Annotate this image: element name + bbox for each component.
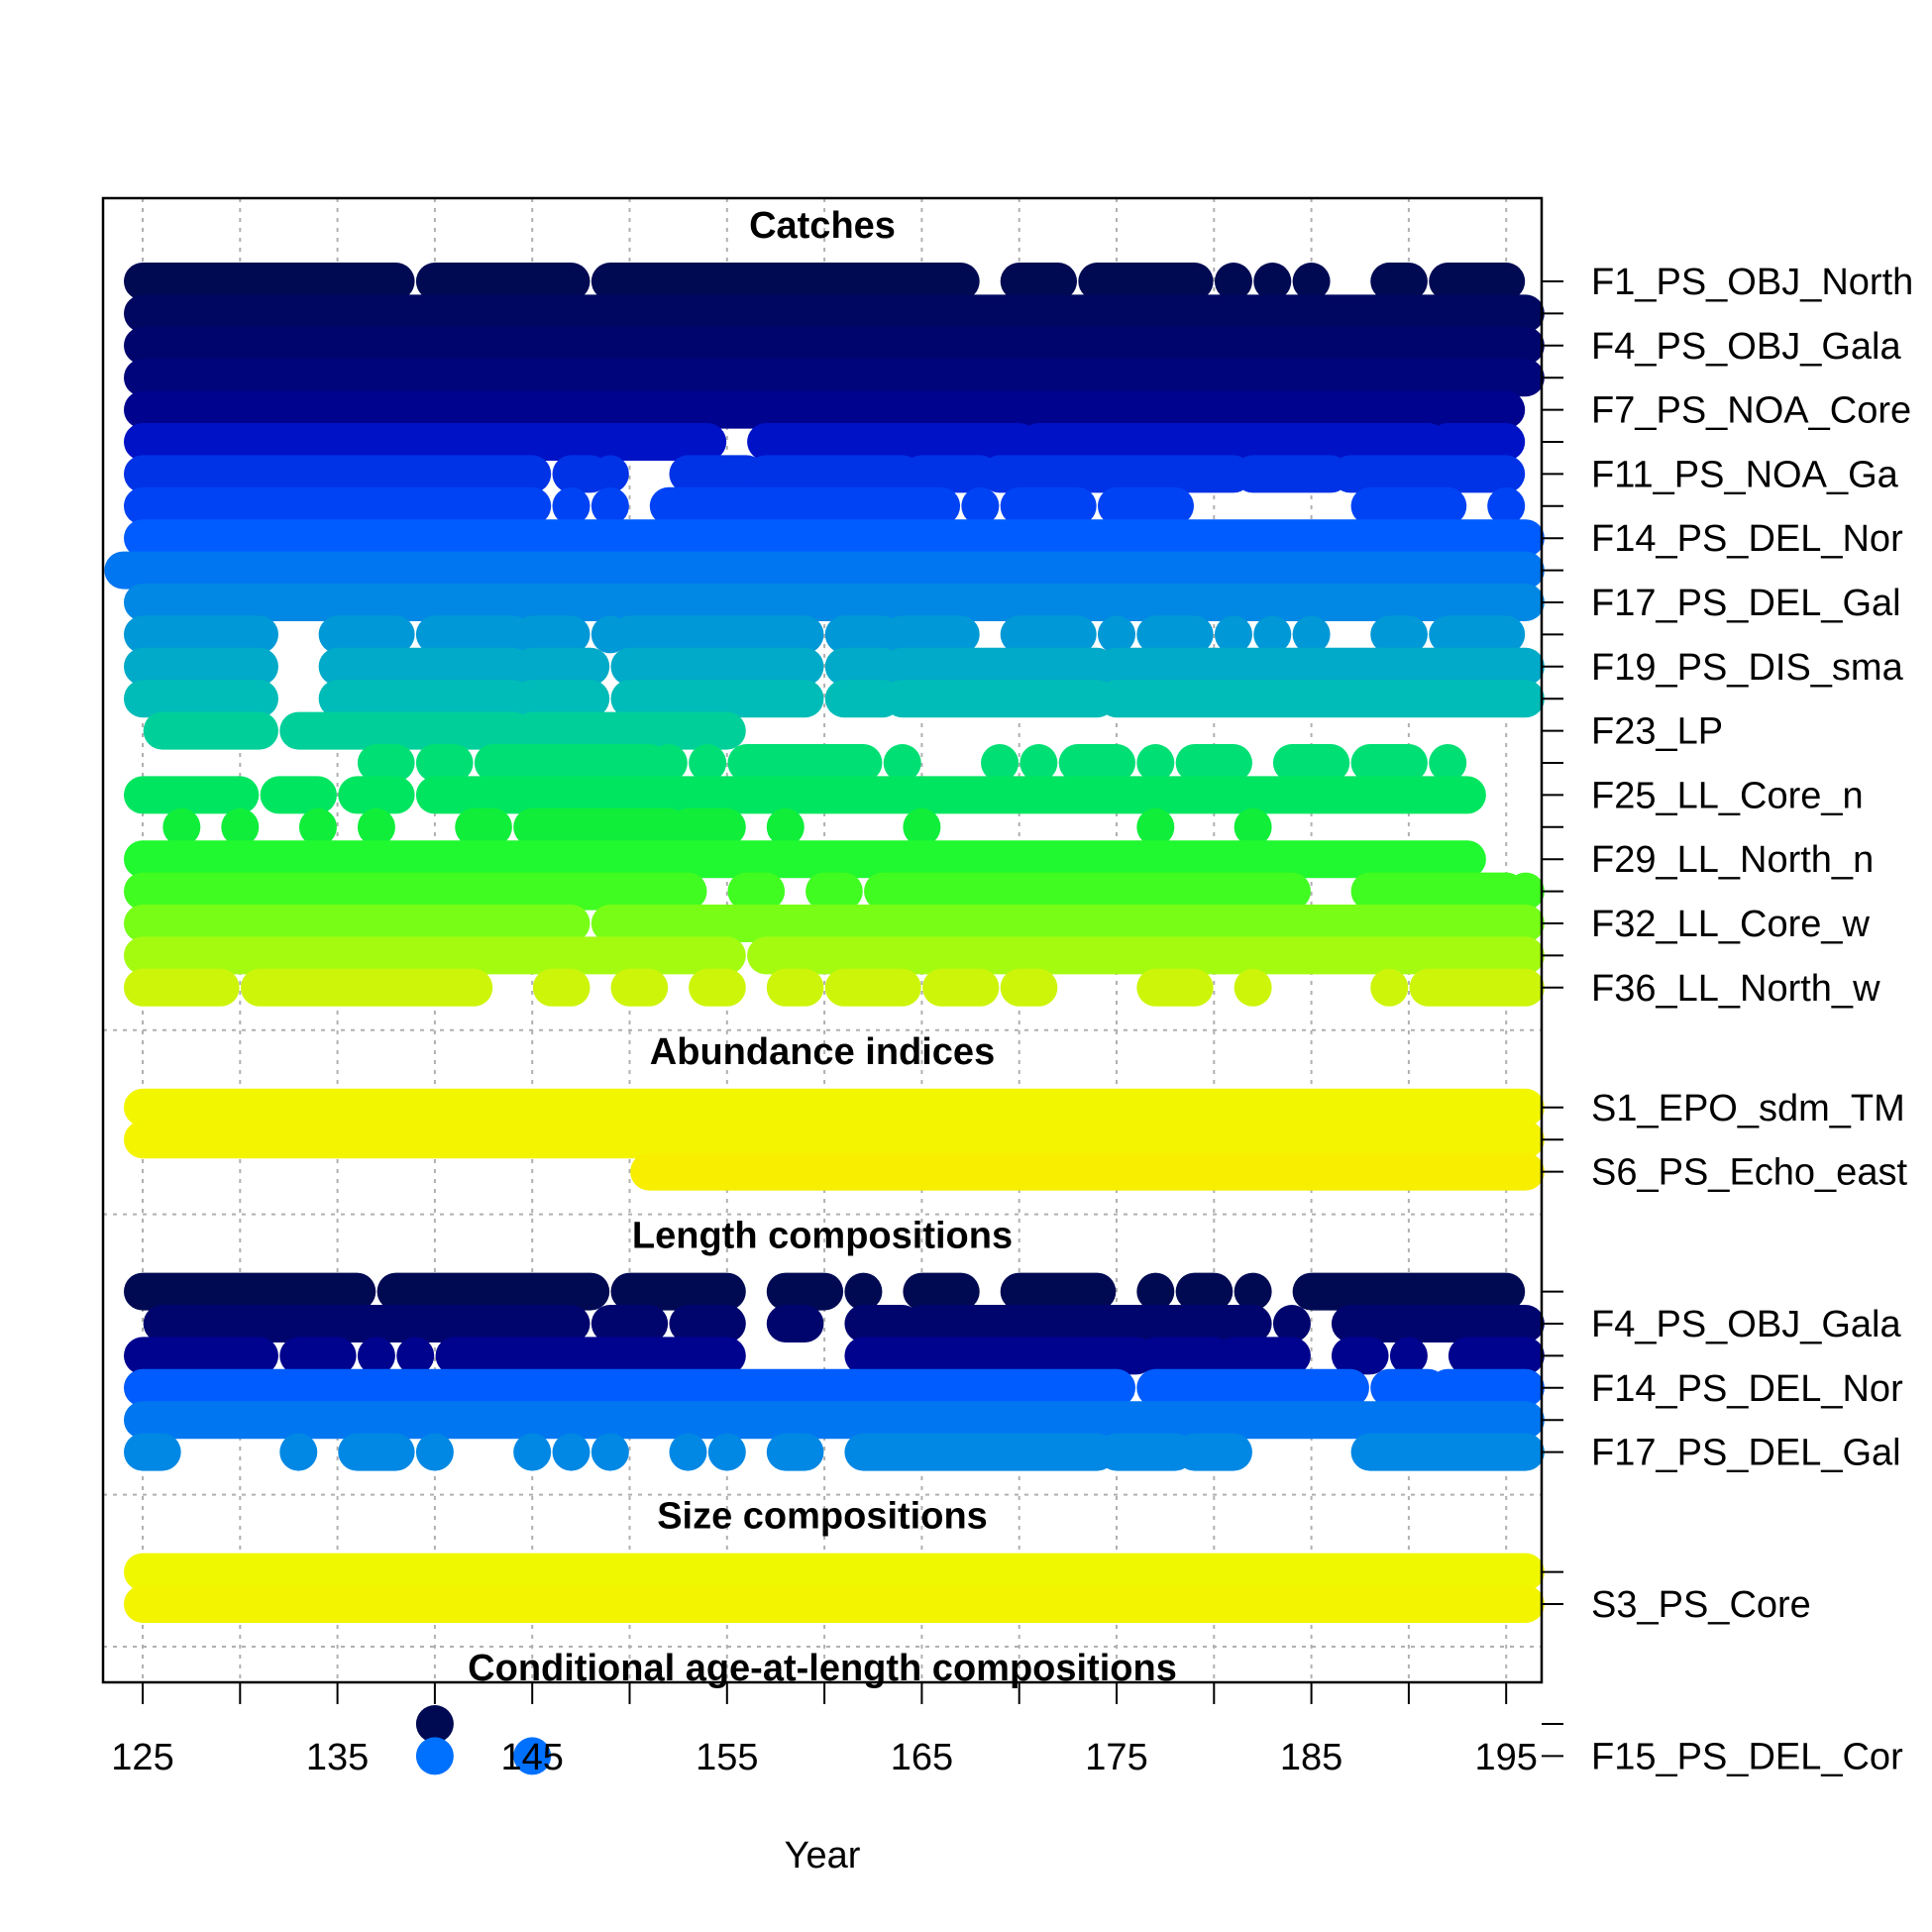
data-point: [415, 1737, 454, 1775]
data-point: [1234, 807, 1272, 846]
data-point: [279, 1433, 318, 1471]
data-point: [1292, 263, 1331, 300]
row-label: F14_PS_DEL_Nor: [1591, 1368, 1903, 1410]
data-point: [903, 807, 941, 846]
row-label: F23_LP: [1591, 711, 1723, 753]
data-point: [1234, 1272, 1272, 1311]
x-tick-label: 125: [111, 1737, 173, 1778]
data-point: [1506, 872, 1545, 911]
x-tick-label: 135: [306, 1737, 369, 1778]
data-point: [513, 1433, 552, 1471]
data-point: [357, 1337, 395, 1375]
data-point: [513, 1737, 552, 1775]
data-point: [396, 1337, 435, 1375]
data-point: [649, 744, 688, 782]
data-point: [1253, 615, 1292, 654]
section-title: Size compositions: [657, 1496, 988, 1538]
data-point: [1020, 744, 1058, 782]
data-point: [298, 807, 337, 846]
row-label: F17_PS_DEL_Gal: [1591, 583, 1901, 624]
x-tick-label: 195: [1474, 1737, 1537, 1778]
data-point: [1429, 744, 1467, 782]
data-point: [883, 744, 921, 782]
plot-frame: [101, 196, 1544, 1684]
data-point: [669, 1433, 707, 1471]
data-point: [689, 744, 727, 782]
x-tick-label: 175: [1085, 1737, 1147, 1778]
x-tick-label: 185: [1280, 1737, 1342, 1778]
data-point: [1136, 744, 1175, 782]
x-tick-label: 145: [500, 1737, 563, 1778]
data-point: [766, 807, 805, 846]
data-marks: [104, 263, 1545, 1775]
data-point: [707, 1433, 746, 1471]
data-point: [1136, 1272, 1175, 1311]
section-title: Catches: [749, 205, 896, 247]
row-label: F4_PS_OBJ_Gala: [1591, 326, 1901, 368]
row-label: F19_PS_DIS_sma: [1591, 647, 1904, 689]
data-point: [961, 486, 1000, 525]
data-point: [590, 1433, 629, 1471]
row-label: S1_EPO_sdm_TM: [1591, 1088, 1905, 1129]
data-point: [590, 486, 629, 525]
row-label: F1_PS_OBJ_North: [1591, 262, 1913, 303]
y-axis-right: F1_PS_OBJ_North F4_PS_OBJ_Gala F7_PS_NOA_C…: [1542, 262, 1913, 1777]
data-point: [415, 1433, 454, 1471]
row-label: F36_LL_North_w: [1591, 968, 1880, 1010]
data-point: [1272, 1305, 1311, 1342]
row-label: F25_LL_Core_n: [1591, 775, 1864, 816]
row-label: S3_PS_Core: [1591, 1584, 1811, 1626]
x-axis-label: Year: [785, 1835, 861, 1877]
section-separators: [103, 1028, 1542, 1648]
data-point: [1098, 615, 1135, 654]
section-title: Abundance indices: [650, 1031, 995, 1073]
row-label: F29_LL_North_n: [1591, 839, 1874, 881]
row-label: F17_PS_DEL_Gal: [1591, 1433, 1901, 1474]
data-point: [415, 1705, 454, 1743]
data-point: [1292, 615, 1331, 654]
x-axis: 125 135 145 155 165 175 185 195: [111, 1682, 1538, 1778]
x-tick-label: 165: [891, 1737, 953, 1778]
data-point: [552, 1433, 590, 1471]
data-point: [844, 1272, 883, 1311]
section-title: Length compositions: [632, 1216, 1013, 1257]
row-label: F7_PS_NOA_Core: [1591, 390, 1911, 432]
row-label: F32_LL_Core_w: [1591, 904, 1871, 945]
row-label: F4_PS_OBJ_Gala: [1591, 1304, 1901, 1345]
data-point: [357, 807, 395, 846]
data-point: [1487, 486, 1526, 525]
row-label: F15_PS_DEL_Cor: [1591, 1736, 1903, 1777]
data-point: [1234, 968, 1272, 1007]
data-point: [1370, 968, 1409, 1007]
data-point: [981, 744, 1020, 782]
row-label: S6_PS_Echo_east: [1591, 1152, 1907, 1194]
data-point: [1136, 807, 1175, 846]
data-point: [590, 455, 629, 493]
row-label: F11_PS_NOA_Ga: [1591, 454, 1899, 495]
data-point: [221, 807, 260, 846]
data-point: [1253, 263, 1292, 300]
data-point: [162, 807, 201, 846]
row-label: F14_PS_DEL_Nor: [1591, 518, 1903, 560]
data-point: [1214, 615, 1252, 654]
data-point: [552, 486, 590, 525]
data-point: [1389, 1337, 1428, 1375]
x-tick-label: 155: [696, 1737, 758, 1778]
data-point: [1214, 263, 1252, 300]
